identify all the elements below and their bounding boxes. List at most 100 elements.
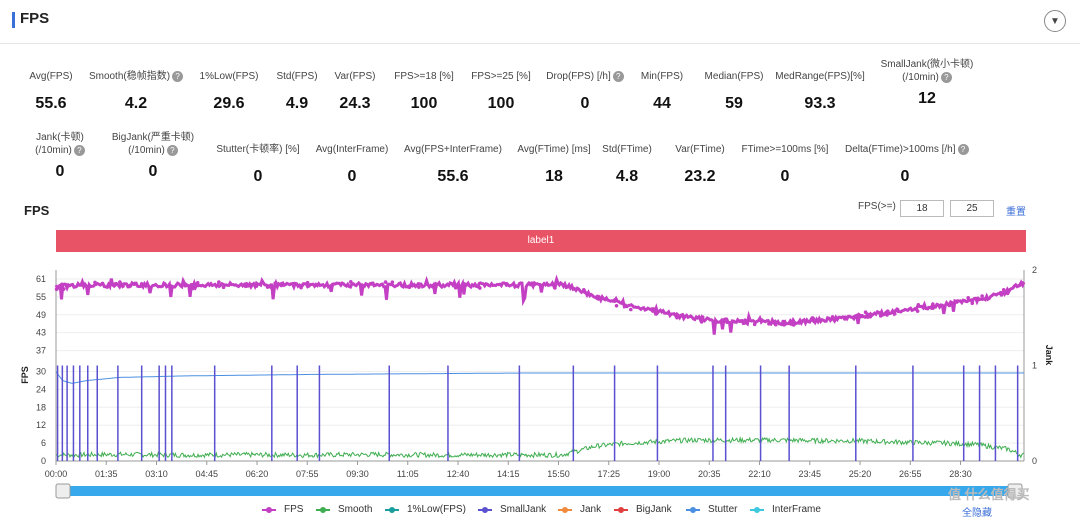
metric-r2-3: Avg(InterFrame) 0 bbox=[292, 143, 412, 186]
metric-r2-6: Std(FTime) 4.8 bbox=[567, 143, 687, 186]
metric-label: Jank(卡顿) bbox=[36, 132, 84, 143]
fps-point bbox=[852, 314, 857, 319]
fps-point bbox=[843, 317, 847, 321]
legend-bigjank[interactable]: BigJank bbox=[614, 504, 672, 515]
fps-point bbox=[743, 318, 747, 322]
fps-point bbox=[132, 282, 137, 286]
hide-all-link[interactable]: 全隐藏 bbox=[962, 508, 992, 519]
fps-point bbox=[371, 281, 375, 286]
y-tick-label: 30 bbox=[36, 366, 46, 376]
fps-point bbox=[330, 283, 335, 287]
slider-handle-right[interactable] bbox=[1007, 483, 1023, 499]
fps-point bbox=[1020, 281, 1025, 285]
metric-value: 0 bbox=[900, 168, 910, 185]
help-icon[interactable]: ? bbox=[172, 70, 184, 82]
fps-point bbox=[614, 303, 619, 308]
fps-point bbox=[61, 287, 66, 291]
metric-label: Avg(FPS) bbox=[29, 71, 73, 82]
fps-point bbox=[265, 285, 270, 289]
metric-value: 0 bbox=[347, 168, 357, 185]
y2-tick-label: 1 bbox=[1032, 361, 1037, 371]
help-icon[interactable]: ? bbox=[940, 71, 952, 83]
x-tick-label: 22:10 bbox=[748, 469, 771, 479]
fps-point bbox=[291, 281, 296, 286]
fps-point bbox=[721, 319, 726, 324]
fps-point bbox=[773, 322, 778, 327]
legend-smooth[interactable]: Smooth bbox=[316, 504, 372, 515]
metric-r1-9: Median(FPS) 59 bbox=[674, 70, 794, 113]
fps-point bbox=[431, 283, 435, 288]
fps-point bbox=[810, 316, 815, 320]
metric-value: 100 bbox=[487, 95, 515, 112]
time-range-slider-track[interactable] bbox=[62, 486, 1022, 496]
legend-stutter[interactable]: Stutter bbox=[686, 504, 737, 515]
slider-handle-left[interactable] bbox=[55, 483, 71, 499]
site-watermark: 值 什么值得买 bbox=[948, 487, 1030, 502]
help-icon[interactable]: ? bbox=[166, 144, 178, 156]
metric-value: 100 bbox=[410, 95, 438, 112]
metric-value: 55.6 bbox=[35, 95, 67, 112]
fps-point bbox=[121, 284, 125, 288]
metric-label: Avg(InterFrame) bbox=[315, 144, 389, 155]
help-icon[interactable]: ? bbox=[957, 143, 969, 155]
fps-point bbox=[885, 313, 889, 317]
x-tick-label: 01:35 bbox=[95, 469, 118, 479]
metric-r2-5: Avg(FTime) [ms] 18 bbox=[494, 143, 614, 186]
chevron-down-icon[interactable]: ▼ bbox=[1044, 10, 1066, 32]
panel-title: FPS bbox=[20, 10, 50, 27]
fps-point bbox=[417, 285, 421, 289]
fps-point bbox=[865, 315, 870, 319]
metric-value: 93.3 bbox=[804, 95, 836, 112]
fps-point bbox=[305, 280, 310, 285]
legend-jank[interactable]: Jank bbox=[558, 504, 601, 515]
help-icon[interactable]: ? bbox=[612, 70, 624, 82]
fps-point bbox=[955, 300, 959, 304]
legend-interframe-label: InterFrame bbox=[772, 504, 821, 515]
fps-point bbox=[553, 283, 558, 288]
legend-interframe[interactable]: InterFrame bbox=[750, 504, 821, 515]
fps-point bbox=[349, 280, 353, 284]
metric-value: 24.3 bbox=[339, 95, 371, 112]
legend-1low[interactable]: 1%Low(FPS) bbox=[385, 504, 466, 515]
fps-point bbox=[279, 283, 284, 288]
fps-point bbox=[1005, 291, 1010, 296]
metric-label: Avg(FTime) [ms] bbox=[517, 144, 591, 155]
metric-r1-0: Avg(FPS) 55.6 bbox=[0, 70, 111, 113]
fps-point bbox=[100, 281, 105, 286]
fps-point bbox=[863, 310, 868, 315]
x-tick-label: 04:45 bbox=[195, 469, 218, 479]
x-tick-label: 14:15 bbox=[497, 469, 520, 479]
x-tick-label: 28:30 bbox=[949, 469, 972, 479]
reset-button[interactable]: 重置 bbox=[1006, 207, 1026, 218]
metric-r1-10: MedRange(FPS)[%] 93.3 bbox=[760, 70, 880, 113]
fps-point bbox=[383, 280, 388, 284]
fps-threshold-input-2[interactable]: 25 bbox=[950, 200, 994, 217]
metric-r1-2: 1%Low(FPS) 29.6 bbox=[169, 70, 289, 113]
fps-point bbox=[878, 314, 883, 318]
fps-point bbox=[931, 302, 935, 306]
y-tick-label: 6 bbox=[41, 438, 46, 448]
fps-point bbox=[274, 283, 279, 288]
fps-threshold-input-1[interactable]: 18 bbox=[900, 200, 944, 217]
metric-r2-1: BigJank(严重卡顿) (/10min)? 0 bbox=[93, 131, 213, 181]
metric-r1-1: Smooth(稳帧指数)? 4.2 bbox=[76, 70, 196, 113]
fps-point bbox=[725, 320, 729, 324]
metric-label: Smooth(稳帧指数)? bbox=[76, 70, 196, 83]
fps-point bbox=[390, 280, 395, 284]
help-icon[interactable]: ? bbox=[73, 144, 85, 156]
fps-point bbox=[54, 287, 59, 291]
legend-fps[interactable]: FPS bbox=[262, 504, 303, 515]
fps-point bbox=[453, 286, 458, 290]
y-tick-label: 55 bbox=[36, 292, 46, 302]
metric-value: 29.6 bbox=[213, 95, 245, 112]
metric-r1-8: Min(FPS) 44 bbox=[602, 70, 722, 113]
fps-point bbox=[477, 285, 481, 289]
y-tick-label: 12 bbox=[36, 420, 46, 430]
legend-smalljank[interactable]: SmallJank bbox=[478, 504, 546, 515]
chart-title: FPS bbox=[24, 203, 50, 218]
fps-point bbox=[513, 284, 517, 289]
fps-point bbox=[244, 282, 249, 286]
metric-label: Delta(FTime)>100ms [/h]? bbox=[845, 143, 969, 156]
label-bar[interactable]: label1 bbox=[56, 230, 1026, 252]
